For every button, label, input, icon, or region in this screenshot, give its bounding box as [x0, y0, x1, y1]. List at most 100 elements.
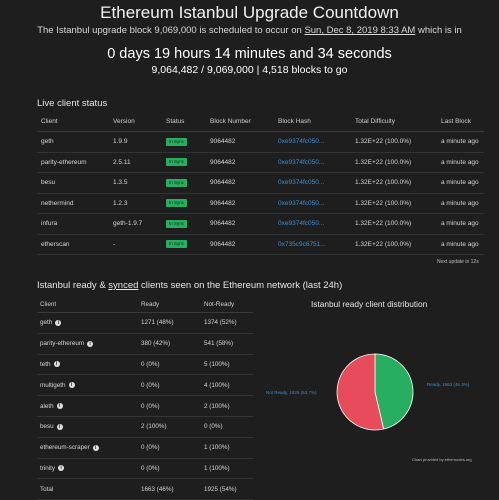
block-hash-link[interactable]: 0xe9374fc050... — [278, 138, 325, 146]
pie-label-ready: Ready, 1663 (46.3%) — [427, 382, 470, 387]
not-ready-count: 5 (100%) — [201, 354, 253, 376]
client-name: geth — [40, 319, 53, 327]
client-name: Total — [37, 478, 138, 500]
info-icon[interactable]: i — [92, 444, 99, 451]
client-name: parity-ethereum — [40, 340, 85, 348]
table-row: multigeth i 0 (0%) 4 (100%) — [37, 374, 253, 397]
last-block: a minute ago — [437, 193, 484, 214]
schedule-date-link[interactable]: Sun, Dec 8, 2019 8:33 AM — [304, 25, 416, 36]
ready-count: 380 (42%) — [138, 333, 201, 355]
block-hash-link[interactable]: 0xe9374fc050... — [278, 158, 325, 166]
col-not-ready: Not-Ready — [201, 297, 253, 313]
col-last-block: Last Block — [437, 112, 484, 132]
ready-count: 1271 (48%) — [138, 312, 201, 334]
client-name: aleth — [40, 402, 54, 410]
next-update-text: Next update in 12s — [437, 259, 479, 265]
block-number: 9064482 — [206, 234, 274, 255]
ready-count: 0 (0%) — [138, 437, 201, 459]
info-icon[interactable]: i — [87, 340, 94, 347]
status-badge: In Sync — [166, 158, 188, 167]
ready-title-a: Istanbul ready & — [37, 280, 106, 291]
last-block: a minute ago — [437, 172, 484, 194]
client-name: ethereum-scraper — [40, 444, 90, 452]
table-row: besu 1.3.5 In Sync 9064482 0xe9374fc050.… — [37, 172, 484, 194]
not-ready-count: 0 (0%) — [201, 416, 253, 438]
chart-credit: Chart provided by ethernodes.org — [412, 457, 472, 462]
ready-count: 0 (0%) — [138, 374, 201, 397]
table-row: parity-ethereum i 380 (42%) 541 (58%) — [37, 333, 253, 355]
block-number: 9064482 — [206, 131, 274, 153]
client-name: nethermind — [37, 193, 109, 214]
live-status-table: Client Version Status Block Number Block… — [37, 112, 484, 255]
last-block: a minute ago — [437, 213, 484, 235]
client-name: teth — [40, 360, 51, 368]
ready-title-b: clients seen on the Ethereum network (la… — [141, 280, 343, 291]
block-hash-link[interactable]: 0x735c9c6751... — [278, 240, 326, 248]
total-difficulty: 1.32E+22 (100.0%) — [351, 131, 437, 153]
ready-section-title: Istanbul ready & synced clients seen on … — [37, 280, 342, 291]
live-header-row: Client Version Status Block Number Block… — [37, 112, 484, 132]
info-icon[interactable]: i — [68, 382, 75, 389]
table-row: nethermind 1.2.3 In Sync 9064482 0xe9374… — [37, 193, 484, 214]
not-ready-count: 4 (100%) — [201, 374, 253, 397]
client-name: trinity — [40, 464, 56, 472]
ready-count: 0 (0%) — [138, 458, 201, 480]
info-icon[interactable]: i — [53, 361, 60, 368]
col-client: Client — [37, 112, 109, 132]
info-icon[interactable]: i — [58, 465, 65, 472]
client-version: geth-1.9.7 — [109, 213, 162, 235]
not-ready-count: 1 (100%) — [201, 437, 253, 459]
client-version: - — [109, 234, 162, 255]
total-difficulty: 1.32E+22 (100.0%) — [351, 193, 437, 214]
info-icon[interactable]: i — [56, 402, 63, 409]
total-difficulty: 1.32E+22 (100.0%) — [351, 152, 437, 173]
block-hash-link[interactable]: 0xe9374fc050... — [278, 179, 325, 187]
page-title: Ethereum Istanbul Upgrade Countdown — [100, 3, 399, 22]
schedule-text: The Istanbul upgrade block 9,069,000 is … — [0, 24, 499, 38]
not-ready-count: 1925 (54%) — [201, 478, 253, 500]
client-name: besu — [40, 423, 54, 431]
client-name: geth — [37, 131, 109, 153]
pie-label-not-ready: Not Ready, 1925 (53.7%) — [266, 390, 317, 395]
info-icon[interactable]: i — [55, 319, 62, 326]
not-ready-count: 1 (100%) — [201, 458, 253, 480]
block-hash-link[interactable]: 0xe9374fc050... — [278, 199, 325, 207]
client-name: besu — [37, 172, 109, 194]
block-hash-link[interactable]: 0xe9374fc050... — [278, 220, 325, 228]
block-number: 9064482 — [206, 172, 274, 194]
client-name: multigeth — [40, 381, 66, 389]
last-block: a minute ago — [437, 131, 484, 153]
not-ready-count: 541 (58%) — [201, 333, 253, 355]
table-row: ethereum-scraper i 0 (0%) 1 (100%) — [37, 437, 253, 459]
block-number: 9064482 — [206, 152, 274, 173]
block-number: 9064482 — [206, 213, 274, 235]
ready-clients-table: Client Ready Not-Ready geth i 1271 (48%) … — [37, 297, 253, 500]
chart-title: Istanbul ready client distribution — [311, 299, 428, 309]
client-version: 2.5.11 — [109, 152, 162, 173]
table-row: infura geth-1.9.7 In Sync 9064482 0xe937… — [37, 213, 484, 235]
status-badge: In Sync — [166, 199, 188, 208]
total-difficulty: 1.32E+22 (100.0%) — [351, 172, 437, 194]
ready-header-row: Client Ready Not-Ready — [37, 297, 253, 313]
pie-slice-not-ready — [336, 353, 385, 431]
col-total-difficulty: Total Difficulty — [351, 112, 437, 132]
countdown: 0 days 19 hours 14 minutes and 34 second… — [107, 46, 392, 62]
client-version: 1.9.9 — [109, 131, 162, 153]
blocks-remaining: 9,064,482 / 9,069,000 | 4,518 blocks to … — [151, 64, 348, 76]
table-row: besu i 2 (100%) 0 (0%) — [37, 416, 253, 438]
table-row: geth i 1271 (48%) 1374 (52%) — [37, 312, 253, 334]
table-row: teth i 0 (0%) 5 (100%) — [37, 354, 253, 376]
table-row: parity-ethereum 2.5.11 In Sync 9064482 0… — [37, 152, 484, 173]
ready-count: 0 (0%) — [138, 395, 201, 417]
ready-distribution-pie — [336, 353, 414, 431]
col-ready: Ready — [138, 297, 201, 313]
col-status: Status — [162, 112, 206, 132]
total-row: Total 1663 (46%) 1925 (54%) — [37, 478, 253, 500]
col-version: Version — [109, 112, 162, 132]
table-row: etherscan - In Sync 9064482 0x735c9c6751… — [37, 234, 484, 255]
status-badge: In Sync — [166, 178, 188, 187]
info-icon[interactable]: i — [56, 423, 63, 430]
client-version: 1.2.3 — [109, 193, 162, 214]
table-row: geth 1.9.9 In Sync 9064482 0xe9374fc050.… — [37, 131, 484, 153]
synced-link[interactable]: synced — [108, 280, 139, 291]
